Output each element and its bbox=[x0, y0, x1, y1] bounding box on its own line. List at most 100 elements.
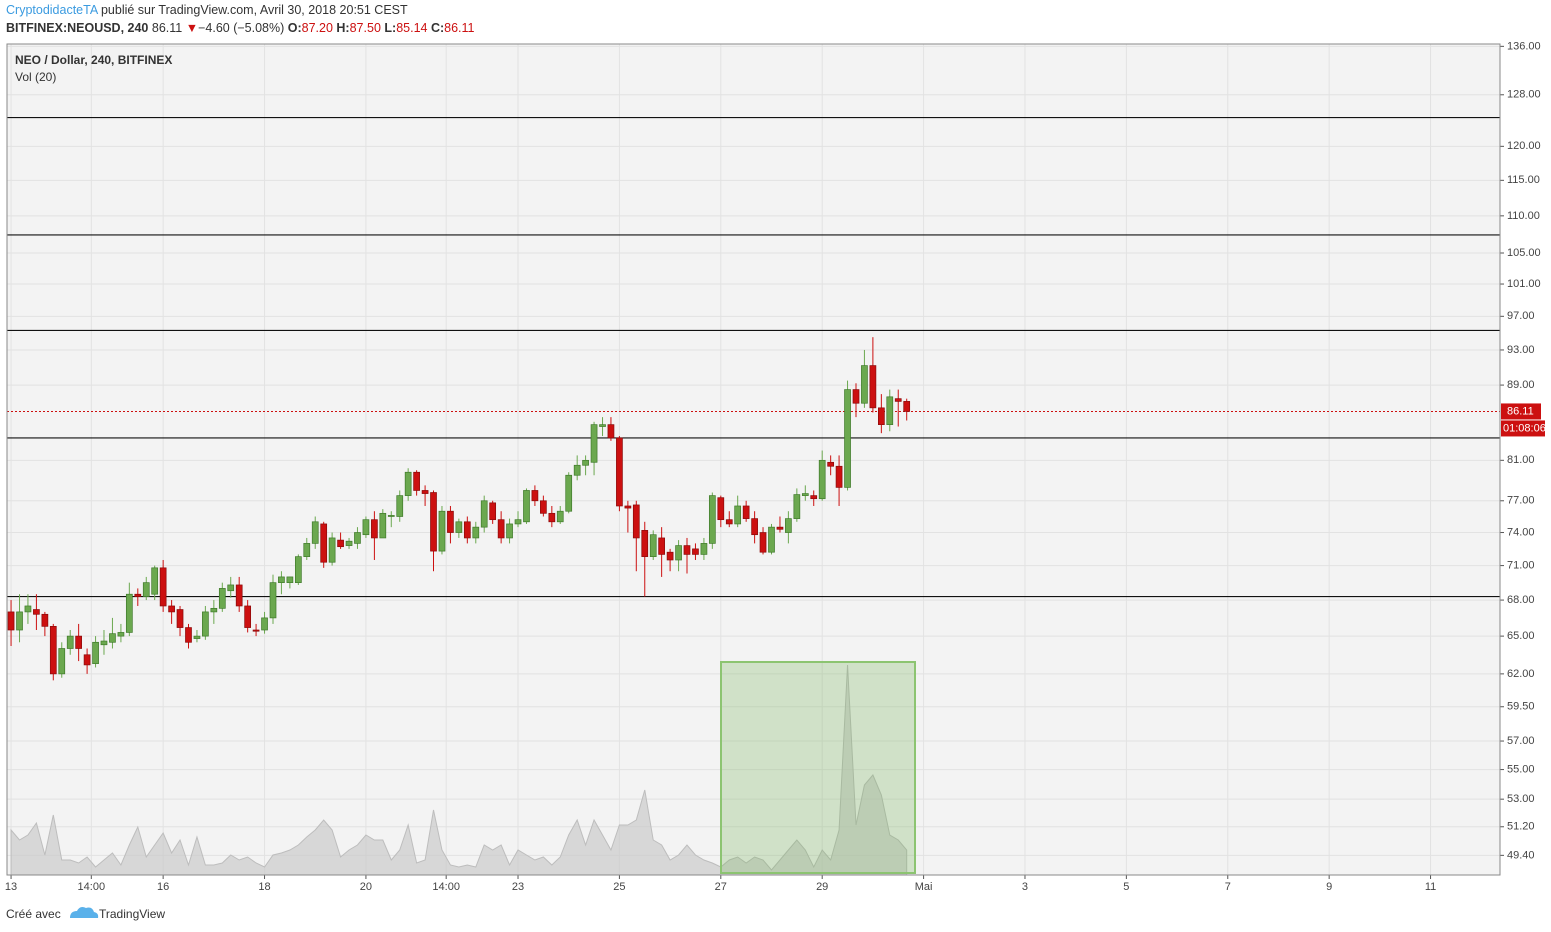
candle-body bbox=[244, 605, 252, 628]
candle-body bbox=[421, 490, 429, 494]
x-tick-label: 27 bbox=[715, 881, 727, 893]
candle-body bbox=[92, 641, 99, 664]
candle-body bbox=[100, 640, 108, 646]
candle-body bbox=[278, 576, 285, 583]
x-tick-label: 3 bbox=[1022, 881, 1028, 893]
x-tick-label: 11 bbox=[1425, 881, 1436, 893]
candle-body bbox=[590, 424, 598, 463]
candle-body bbox=[41, 613, 49, 627]
candle-body bbox=[142, 582, 150, 597]
candle-body bbox=[514, 519, 522, 525]
candle-body bbox=[675, 545, 682, 561]
candle-body bbox=[24, 605, 32, 613]
volume-legend: Vol (20) bbox=[15, 70, 56, 84]
candle-body bbox=[742, 505, 750, 519]
y-tick-label: 110.00 bbox=[1507, 210, 1540, 222]
candle-body bbox=[903, 401, 911, 412]
candle-body bbox=[734, 505, 742, 525]
y-tick-label: 59.50 bbox=[1507, 701, 1535, 713]
candle-body bbox=[75, 635, 82, 649]
candle-body bbox=[176, 609, 184, 628]
candle-body bbox=[117, 632, 125, 637]
candle-body bbox=[227, 584, 235, 592]
candle-body bbox=[894, 398, 902, 402]
candle-body bbox=[861, 365, 868, 404]
candle-body bbox=[776, 526, 784, 530]
candle-body bbox=[151, 567, 159, 595]
header-line-1: CryptodidacteTA publié sur TradingView.c… bbox=[6, 3, 408, 17]
candle-body bbox=[396, 495, 404, 517]
candle-body bbox=[295, 556, 302, 583]
candle-body bbox=[717, 497, 725, 521]
candle-body bbox=[261, 617, 268, 631]
y-tick-label: 97.00 bbox=[1507, 310, 1535, 322]
y-tick-label: 71.00 bbox=[1507, 559, 1535, 571]
y-tick-label: 115.00 bbox=[1507, 174, 1540, 186]
x-tick-label: Mai bbox=[915, 881, 933, 893]
candle-body bbox=[582, 459, 589, 466]
footer-brand[interactable]: TradingView bbox=[99, 907, 165, 921]
x-tick-label: 14:00 bbox=[432, 881, 460, 893]
y-tick-label: 68.00 bbox=[1507, 594, 1535, 606]
plot-border bbox=[6, 43, 1501, 876]
candle-body bbox=[692, 548, 699, 555]
candle-body bbox=[666, 551, 674, 561]
candle-body bbox=[844, 389, 851, 488]
x-tick-label: 16 bbox=[157, 881, 169, 893]
y-tick-label: 120.00 bbox=[1507, 140, 1541, 152]
close: 86.11 bbox=[444, 21, 474, 35]
low: 85.14 bbox=[396, 21, 427, 35]
candle-body bbox=[818, 459, 826, 500]
candle-body bbox=[387, 515, 395, 517]
candle-body bbox=[218, 588, 226, 609]
candle-body bbox=[700, 543, 708, 555]
y-tick-label: 55.00 bbox=[1507, 763, 1535, 775]
highlight-box bbox=[720, 661, 916, 874]
y-tick-label: 57.00 bbox=[1507, 735, 1535, 747]
candle-body bbox=[641, 530, 649, 557]
candle-body bbox=[785, 518, 792, 533]
candle-body bbox=[759, 532, 767, 553]
candle-body bbox=[125, 593, 133, 633]
x-tick-label: 14:00 bbox=[78, 881, 106, 893]
header-line-2: BITFINEX:NEOUSD, 240 86.11 ▼−4.60 (−5.08… bbox=[6, 21, 475, 35]
last-price-label: 86.11 bbox=[1507, 405, 1534, 417]
open-label: O: bbox=[288, 21, 302, 35]
candle-body bbox=[430, 492, 437, 552]
grid bbox=[7, 44, 1500, 875]
y-tick-label: 81.00 bbox=[1507, 454, 1535, 466]
candle-body bbox=[404, 471, 412, 496]
candle-body bbox=[83, 654, 91, 666]
x-tick-label: 13 bbox=[5, 881, 17, 893]
candle-body bbox=[447, 510, 454, 533]
high: 87.50 bbox=[350, 21, 381, 35]
y-tick-label: 89.00 bbox=[1507, 379, 1535, 391]
candle-body bbox=[683, 545, 691, 555]
author[interactable]: CryptodidacteTA bbox=[6, 3, 99, 17]
y-tick-label: 74.00 bbox=[1507, 526, 1535, 538]
candle-body bbox=[438, 510, 446, 552]
candles bbox=[7, 337, 911, 681]
candle-body bbox=[878, 407, 885, 425]
chart-title: NEO / Dollar, 240, BITFINEX bbox=[15, 53, 172, 67]
y-tick-label: 136.00 bbox=[1507, 40, 1541, 52]
candle-body bbox=[354, 532, 361, 544]
candle-body bbox=[58, 648, 66, 675]
candle-body bbox=[337, 539, 344, 548]
candle-body bbox=[7, 611, 15, 631]
candle-body bbox=[497, 519, 505, 539]
x-tick-label: 7 bbox=[1225, 881, 1231, 893]
candle-body bbox=[810, 495, 818, 500]
y-tick-label: 93.00 bbox=[1507, 344, 1535, 356]
candle-body bbox=[463, 521, 471, 539]
candle-body bbox=[725, 519, 733, 525]
candle-body bbox=[202, 611, 209, 637]
candle-body bbox=[632, 504, 640, 539]
candle-body bbox=[801, 493, 809, 496]
candle-body bbox=[616, 437, 623, 507]
footer-created: Créé avec bbox=[6, 907, 61, 921]
candle-body bbox=[751, 518, 758, 536]
close-label: C: bbox=[431, 21, 444, 35]
y-tick-label: 65.00 bbox=[1507, 630, 1535, 642]
candle-body bbox=[523, 490, 530, 523]
